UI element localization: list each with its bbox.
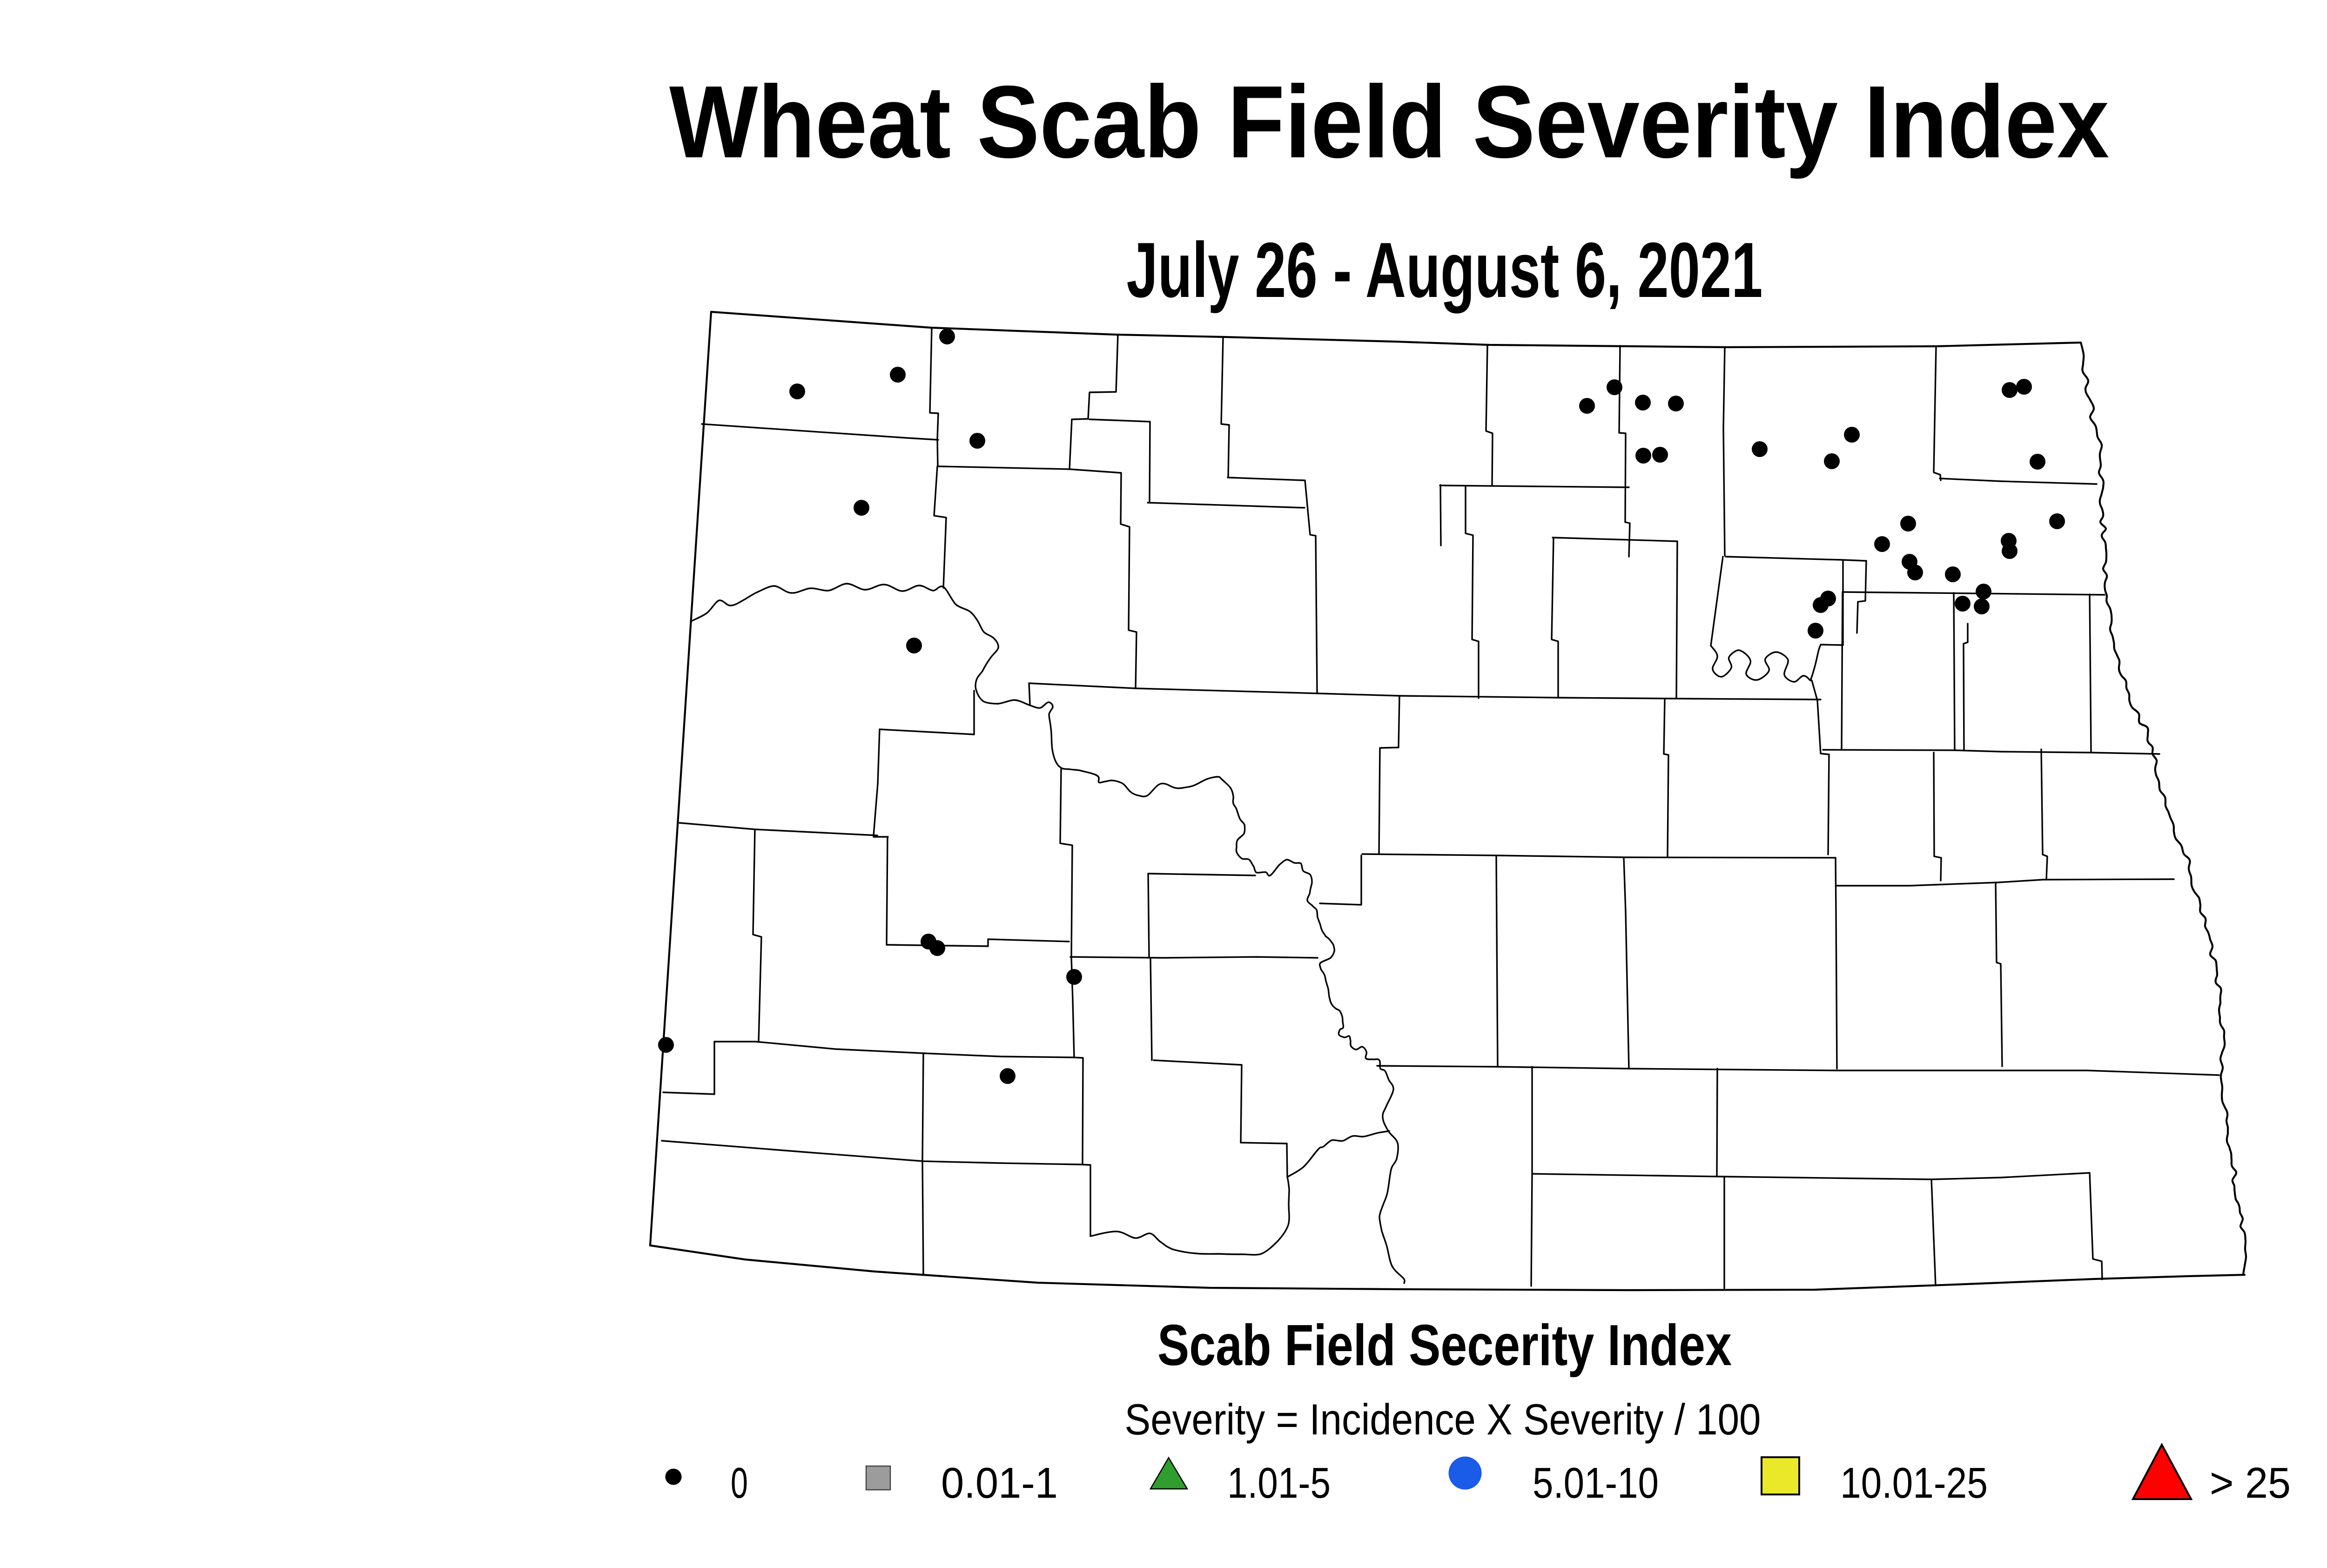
svg-text:0.01-1: 0.01-1 <box>941 1459 1058 1507</box>
svg-text:Scab Field Secerity Index: Scab Field Secerity Index <box>1157 1313 1732 1378</box>
svg-text:0: 0 <box>731 1459 748 1507</box>
svg-text:1.01-5: 1.01-5 <box>1227 1459 1331 1507</box>
svg-text:Wheat Scab Field Severity Inde: Wheat Scab Field Severity Index <box>669 64 2109 179</box>
svg-text:10.01-25: 10.01-25 <box>1840 1459 1988 1507</box>
svg-text:> 25: > 25 <box>2210 1459 2291 1507</box>
svg-text:Severity = Incidence X Severit: Severity = Incidence X Severity / 100 <box>1125 1395 1761 1444</box>
svg-text:July 26 - August 6, 2021: July 26 - August 6, 2021 <box>1127 226 1763 314</box>
svg-text:5.01-10: 5.01-10 <box>1533 1459 1659 1507</box>
